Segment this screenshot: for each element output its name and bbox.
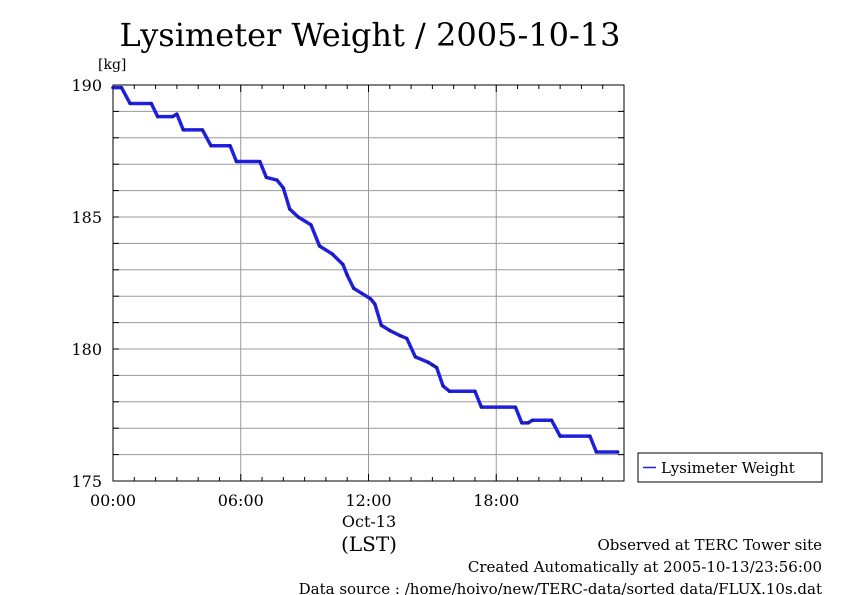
data-point xyxy=(398,334,403,338)
data-point xyxy=(379,323,383,327)
data-point xyxy=(435,365,439,370)
data-point xyxy=(588,434,592,438)
x-tick-label-0600: 06:00 xyxy=(218,491,264,510)
data-point xyxy=(473,389,477,393)
series-layer xyxy=(111,85,620,454)
data-point xyxy=(264,175,268,179)
axis-ticks: 175 180 185 190 00:00 06:00 12:00 18:00 xyxy=(71,76,625,510)
data-point xyxy=(369,297,373,301)
data-point xyxy=(479,405,483,409)
data-point xyxy=(156,115,160,119)
y-tick-label-175: 175 xyxy=(71,472,102,491)
chart-title: Lysimeter Weight / 2005-10-13 xyxy=(120,16,621,54)
data-point xyxy=(330,252,334,256)
data-point xyxy=(119,86,124,90)
data-point xyxy=(234,159,239,164)
y-tick-label-180: 180 xyxy=(71,340,102,359)
data-point xyxy=(413,355,417,359)
series-line-0 xyxy=(111,85,620,454)
x-tick-label-1800: 18:00 xyxy=(473,491,519,510)
y-tick-label-190: 190 xyxy=(71,76,102,95)
y-axis-unit-label: [kg] xyxy=(98,57,126,73)
y-tick-label-185: 185 xyxy=(71,208,102,227)
legend-label-lysimeter-weight: Lysimeter Weight xyxy=(661,459,795,477)
data-point xyxy=(341,262,345,267)
data-point xyxy=(181,128,185,132)
legend: Lysimeter Weight xyxy=(637,452,823,483)
data-point xyxy=(405,336,409,341)
data-point xyxy=(430,363,434,367)
x-tick-label-1200: 12:00 xyxy=(345,491,391,510)
legend-box xyxy=(637,452,823,483)
data-point xyxy=(594,450,598,454)
data-point xyxy=(200,128,205,132)
data-point xyxy=(171,115,175,119)
data-point xyxy=(520,421,524,425)
data-point xyxy=(558,434,562,438)
data-point xyxy=(441,384,445,388)
data-point xyxy=(111,86,115,90)
data-point xyxy=(616,450,620,454)
data-point xyxy=(351,286,356,290)
data-point xyxy=(426,360,430,364)
grid-lines xyxy=(113,85,624,481)
footer-observation-site: Observed at TERC Tower site xyxy=(597,536,822,554)
data-point xyxy=(345,273,349,277)
data-point xyxy=(281,186,285,190)
data-point xyxy=(288,207,292,211)
x-tick-label-0000: 00:00 xyxy=(90,491,136,510)
data-point xyxy=(296,215,300,219)
data-point xyxy=(447,389,452,393)
data-point xyxy=(258,159,262,164)
data-point xyxy=(309,223,313,227)
data-point xyxy=(388,328,392,333)
data-point xyxy=(149,101,153,106)
footer-data-source: Data source : /home/hoivo/new/TERC-data/… xyxy=(299,580,822,595)
data-point xyxy=(550,418,554,422)
data-point xyxy=(360,291,364,296)
data-point xyxy=(275,178,279,182)
data-point xyxy=(513,405,518,409)
footer-created-timestamp: Created Automatically at 2005-10-13/23:5… xyxy=(468,558,822,576)
data-point xyxy=(530,418,535,422)
data-point xyxy=(209,144,213,148)
x-axis-label: (LST) xyxy=(341,532,397,556)
data-point xyxy=(175,112,179,116)
data-point xyxy=(526,421,530,425)
data-point xyxy=(317,244,322,248)
data-point xyxy=(228,144,232,148)
x-axis-date-label: Oct-13 xyxy=(342,512,396,531)
data-point xyxy=(128,101,132,106)
data-point xyxy=(373,302,377,306)
